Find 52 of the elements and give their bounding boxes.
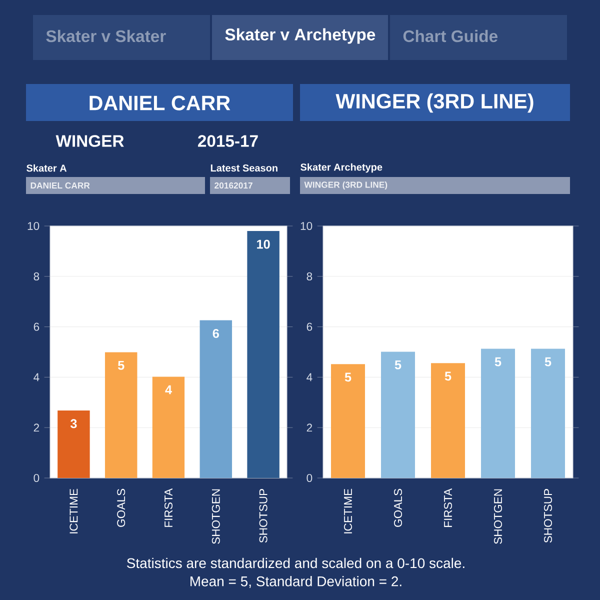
bar — [152, 376, 185, 478]
data-label: 4 — [165, 385, 172, 394]
data-label: 5 — [344, 372, 352, 382]
y-tick-label: 4 — [306, 373, 312, 382]
data-label: 10 — [257, 240, 270, 249]
x-tick-label: FIRSTA — [164, 488, 173, 527]
text: Mean = 5, Standard Deviation = 2. — [190, 576, 402, 588]
x-tick-label: ICETIME — [344, 488, 352, 534]
y-tick-label: 6 — [306, 322, 312, 331]
x-tick-label: SHOTSUP — [259, 488, 268, 543]
text: Skater A — [26, 164, 67, 172]
data-label: 3 — [70, 419, 77, 428]
text: Skater Archetype — [300, 163, 382, 173]
y-tick-label: 10 — [28, 222, 40, 230]
y-tick-label: 2 — [34, 424, 40, 432]
data-label: 5 — [494, 357, 502, 366]
x-tick-label: GOALS — [394, 488, 402, 527]
text: Latest Season — [210, 164, 278, 172]
x-tick-label: SHOTGEN — [212, 489, 220, 544]
data-label: 5 — [118, 360, 124, 370]
y-tick-label: 2 — [306, 424, 312, 432]
x-tick-label: GOALS — [117, 488, 126, 527]
y-tick-label: 4 — [34, 373, 40, 382]
chart-subtitle: WINGER — [56, 135, 124, 147]
x-tick-label: SHOTSUP — [544, 489, 552, 543]
x-tick-label: SHOTGEN — [494, 489, 502, 544]
chart-title: DANIEL CARR — [90, 96, 230, 110]
data-label: 5 — [444, 372, 452, 381]
text: Skater v Skater — [46, 30, 166, 42]
data-label: 5 — [394, 360, 402, 370]
text: 20162017 — [214, 182, 252, 189]
bar — [58, 410, 90, 478]
x-tick-label: ICETIME — [70, 488, 78, 534]
data-label: 5 — [544, 357, 552, 366]
text: Statistics are standardized and scaled on a 0-10 scale. — [126, 558, 464, 568]
bar — [247, 231, 280, 478]
chart-title: WINGER (3RD LINE) — [336, 93, 534, 113]
bar — [200, 320, 232, 478]
y-tick-label: 10 — [300, 222, 312, 230]
x-tick-label: FIRSTA — [444, 488, 452, 527]
text: WINGER (3RD LINE) — [304, 181, 388, 190]
bar — [104, 352, 138, 478]
y-tick-label: 8 — [306, 272, 312, 280]
text: 2015-17 — [198, 135, 258, 147]
y-tick-label: 0 — [34, 474, 40, 482]
y-tick-label: 8 — [34, 272, 40, 280]
y-tick-label: 0 — [306, 474, 312, 482]
text: DANIEL CARR — [30, 182, 90, 189]
text: Skater v Archetype — [225, 28, 376, 44]
y-tick-label: 6 — [34, 322, 40, 331]
text: Chart Guide — [403, 30, 498, 42]
data-label: 6 — [212, 328, 219, 338]
